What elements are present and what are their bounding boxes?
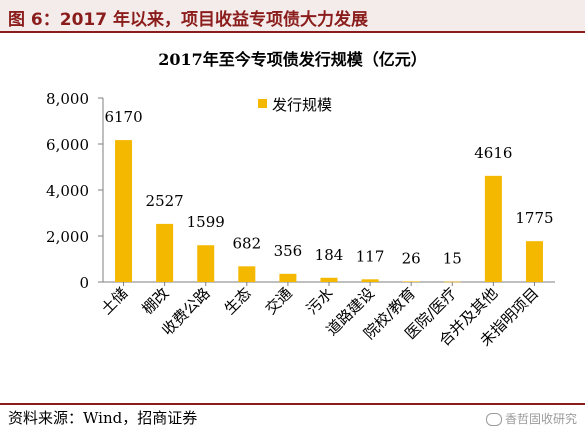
legend-swatch xyxy=(258,99,267,108)
bar xyxy=(279,273,297,282)
x-tick-label: 污水 xyxy=(303,284,337,318)
y-tick-label: 2,000 xyxy=(46,228,89,246)
bar xyxy=(156,223,174,282)
data-label: 26 xyxy=(402,249,421,267)
chart-title: 2017年至今专项债发行规模（亿元） xyxy=(158,50,427,69)
x-tick-label: 生态 xyxy=(221,284,255,318)
legend-label: 发行规模 xyxy=(272,96,332,114)
y-tick-label: 6,000 xyxy=(46,136,89,154)
data-label: 1775 xyxy=(515,209,553,227)
data-label: 4616 xyxy=(474,144,512,162)
bar xyxy=(484,175,502,282)
bar xyxy=(197,245,215,282)
bar-chart: 6170 25271599 682 356 184 117 26 15 4616 1775 土储棚… xyxy=(46,90,555,350)
y-tick-label: 8,000 xyxy=(46,90,89,108)
footer-divider xyxy=(0,403,585,405)
bar-series xyxy=(115,140,543,283)
bar xyxy=(238,266,256,282)
watermark: 香哲固收研究 xyxy=(485,410,577,427)
x-tick-label: 棚改 xyxy=(139,284,173,318)
bar xyxy=(320,277,338,282)
legend: 发行规模 xyxy=(258,96,332,114)
chat-bubble-icon xyxy=(485,413,502,426)
figure-header: 图 6：2017 年以来，项目收益专项债大力发展 xyxy=(0,0,585,33)
bar xyxy=(361,279,379,282)
y-tick-labels: 0 2,000 4,000 6,000 8,000 xyxy=(46,90,89,292)
data-label: 356 xyxy=(274,242,303,260)
bar xyxy=(115,140,133,282)
y-tick-label: 0 xyxy=(79,274,89,292)
data-label: 682 xyxy=(232,234,261,252)
data-label: 117 xyxy=(356,247,385,265)
data-label: 2527 xyxy=(146,192,184,210)
watermark-text: 香哲固收研究 xyxy=(504,412,577,426)
bar xyxy=(402,281,420,283)
data-label: 184 xyxy=(315,246,344,264)
x-tick-label: 土储 xyxy=(97,284,131,318)
y-tick-label: 4,000 xyxy=(46,182,89,200)
source-note: 资料来源：Wind，招商证券 xyxy=(8,409,198,427)
figure-title: 图 6：2017 年以来，项目收益专项债大力发展 xyxy=(8,10,368,30)
data-label: 6170 xyxy=(104,108,142,126)
bar xyxy=(525,241,543,282)
data-label: 15 xyxy=(443,250,462,268)
data-label: 1599 xyxy=(187,213,225,231)
x-tick-label: 交通 xyxy=(262,284,296,318)
bar xyxy=(443,281,461,283)
